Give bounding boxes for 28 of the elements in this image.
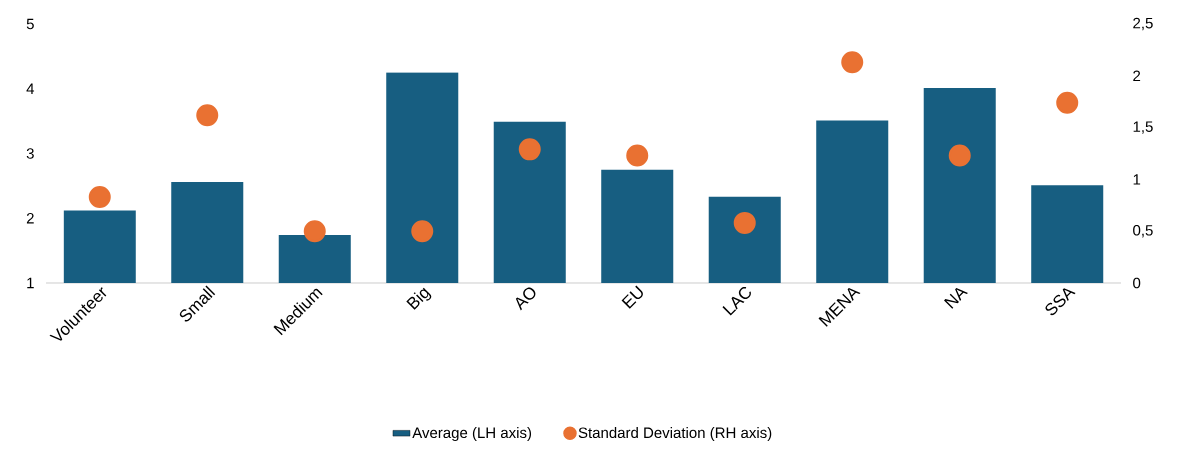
point [303,220,326,243]
x-tick-label: AO [515,287,536,311]
y-tick-label: 2 [26,213,34,224]
point [518,138,541,161]
y-tick-label: 4 [26,83,35,94]
x-tick-label: EU [621,285,643,309]
y2-tick-label: 2,5 [1133,17,1153,31]
x-tick-label: SSA [1045,288,1076,316]
y2-tick-label: 1 [1133,174,1141,185]
point [1056,91,1079,114]
y2-tick-label: 1,5 [1133,121,1153,134]
point [948,144,971,167]
point [841,51,864,74]
legend-label: Average (LH axis) [412,427,532,442]
y2-tick-label: 0 [1133,277,1141,289]
point [733,211,756,234]
x-tick-label: NA [944,288,968,309]
y-tick-label: 1 [27,277,34,289]
point [196,104,219,127]
y-tick-label: 3 [26,148,34,159]
point [411,220,434,243]
point [88,186,111,208]
legend-label: Standard Deviation (RH axis) [578,427,772,442]
x-tick-label: Big [406,287,432,310]
y2-tick-label: 0,5 [1133,224,1153,238]
y-tick-label: 5 [26,18,34,30]
point [626,144,649,167]
y2-tick-label: 2 [1133,70,1141,82]
